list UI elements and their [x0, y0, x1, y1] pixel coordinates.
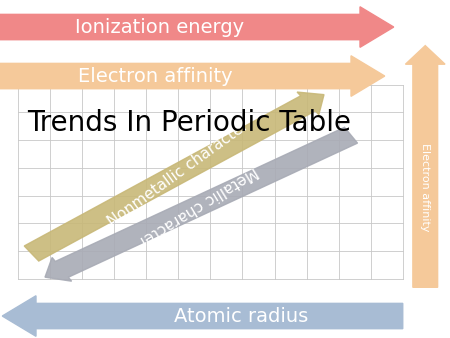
Text: Ionization energy: Ionization energy [75, 18, 244, 37]
FancyArrow shape [2, 296, 403, 336]
Text: Atomic radius: Atomic radius [174, 307, 308, 325]
Text: Electron affinity: Electron affinity [420, 143, 430, 231]
FancyArrow shape [24, 92, 324, 261]
Text: Nonmetallic character: Nonmetallic character [104, 118, 251, 230]
FancyArrow shape [405, 46, 445, 287]
Text: Trends In Periodic Table: Trends In Periodic Table [27, 110, 351, 137]
FancyArrow shape [0, 56, 385, 96]
FancyArrow shape [0, 7, 394, 47]
Text: Electron affinity: Electron affinity [78, 67, 233, 86]
Text: Metallic character: Metallic character [135, 164, 261, 249]
FancyArrow shape [45, 127, 357, 281]
